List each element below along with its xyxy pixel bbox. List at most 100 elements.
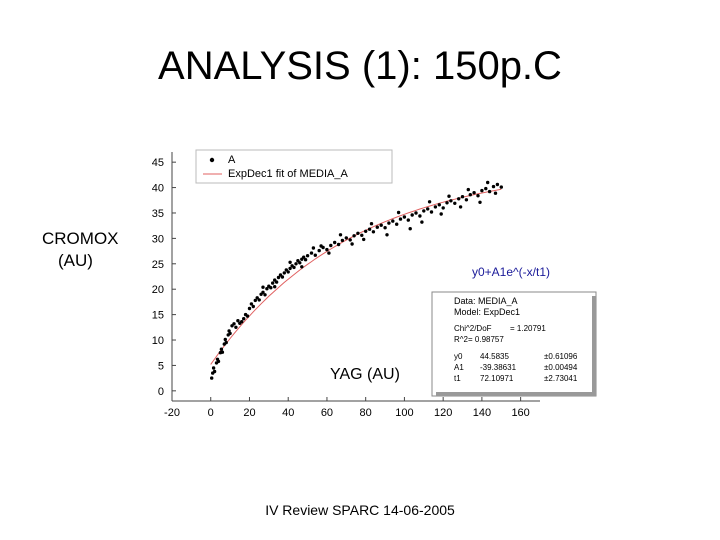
data-point [219, 347, 224, 351]
data-point [224, 340, 228, 345]
y-tick-label: 25 [152, 259, 164, 271]
data-point [460, 195, 465, 199]
y-tick-label: 15 [152, 310, 164, 322]
data-point [223, 337, 227, 342]
data-point [240, 320, 244, 324]
plot-frame [171, 152, 540, 402]
stats-data: Data: MEDIA_A [454, 296, 518, 306]
legend-marker-points [209, 157, 215, 163]
data-point [280, 275, 285, 279]
data-point [468, 193, 472, 197]
data-point [210, 376, 214, 380]
data-point [261, 285, 265, 289]
data-point [216, 359, 221, 364]
data-point [396, 210, 401, 215]
data-point [338, 233, 343, 237]
stats-model: Model: ExpDec1 [454, 307, 520, 317]
stats-param-value: 72.10971 [480, 374, 514, 383]
y-tick-label: 30 [152, 233, 164, 245]
x-tick-label: 140 [473, 407, 491, 419]
x-tick-label: -20 [164, 407, 180, 419]
data-point [247, 306, 252, 311]
data-point [476, 194, 480, 198]
data-point [340, 238, 345, 243]
data-point [398, 217, 403, 221]
data-point [385, 233, 389, 237]
data-point [458, 205, 463, 209]
stats-param-err: ±2.73041 [544, 374, 578, 383]
data-point [350, 242, 354, 246]
data-point [441, 206, 445, 210]
data-point [302, 255, 306, 259]
data-point [265, 287, 269, 291]
data-point [487, 189, 492, 194]
x-axis-label: YAG (AU) [330, 366, 400, 383]
stats-chi-label: Chi^2/DoF [454, 324, 492, 333]
data-point [236, 319, 240, 323]
data-point [478, 200, 482, 204]
data-point [406, 218, 410, 222]
fit-curve [210, 188, 502, 365]
data-point [317, 248, 321, 253]
data-point [274, 280, 279, 284]
data-point [427, 200, 432, 204]
stats-chi-value: = 1.20791 [510, 324, 546, 333]
x-ticks: -20 0 20 40 60 80 100 120 140 160 [164, 397, 530, 419]
data-point [453, 201, 457, 205]
data-point [387, 221, 391, 225]
legend-entry-points: A [228, 154, 236, 166]
data-point [356, 231, 360, 235]
data-point [466, 187, 470, 192]
data-point [484, 186, 488, 191]
data-point [383, 226, 387, 230]
data-point [429, 210, 434, 214]
stats-param-err: ±0.61096 [544, 352, 578, 361]
data-point [251, 304, 255, 309]
stats-param-value: -39.38631 [480, 363, 517, 372]
data-point [232, 322, 236, 326]
data-point [245, 314, 250, 318]
data-point [402, 215, 407, 219]
x-tick-label: 160 [511, 407, 529, 419]
y-axis-label: CROMOX (AU) [42, 228, 119, 272]
footer-text: IV Review SPARC 14-06-2005 [265, 502, 455, 518]
data-point [367, 227, 372, 231]
data-point [449, 199, 453, 203]
legend: A ExpDec1 fit of MEDIA_A [195, 149, 393, 184]
stats-param-name: y0 [454, 352, 463, 361]
data-point [305, 254, 310, 258]
stats-param-value: 44.5835 [480, 352, 509, 361]
data-point [464, 198, 469, 202]
stats-param-err: ±0.00494 [544, 363, 578, 372]
data-point [491, 184, 496, 189]
data-point [433, 205, 438, 209]
data-point [242, 317, 246, 321]
data-point [261, 290, 265, 294]
data-point [212, 369, 217, 374]
data-point [333, 240, 337, 245]
data-point [288, 266, 292, 271]
data-point [364, 229, 368, 233]
data-point [495, 182, 500, 187]
y-tick-label: 40 [152, 183, 164, 195]
data-point [294, 262, 298, 266]
data-point [271, 281, 275, 285]
data-point [352, 234, 356, 238]
fit-formula: y0+A1e^(-x/t1) [472, 265, 550, 279]
data-point [211, 366, 216, 370]
data-point [263, 293, 267, 297]
data-point [480, 188, 484, 193]
data-point [447, 194, 451, 198]
data-point [309, 251, 314, 255]
data-point [408, 227, 412, 231]
data-point [418, 214, 422, 218]
data-point [288, 260, 292, 264]
legend-entry-fit: ExpDec1 fit of MEDIA_A [228, 168, 348, 180]
x-tick-label: 60 [321, 407, 333, 419]
data-point [325, 247, 329, 252]
x-tick-label: 20 [243, 407, 255, 419]
data-point [499, 185, 503, 189]
data-point [369, 222, 374, 226]
data-point [439, 212, 443, 216]
